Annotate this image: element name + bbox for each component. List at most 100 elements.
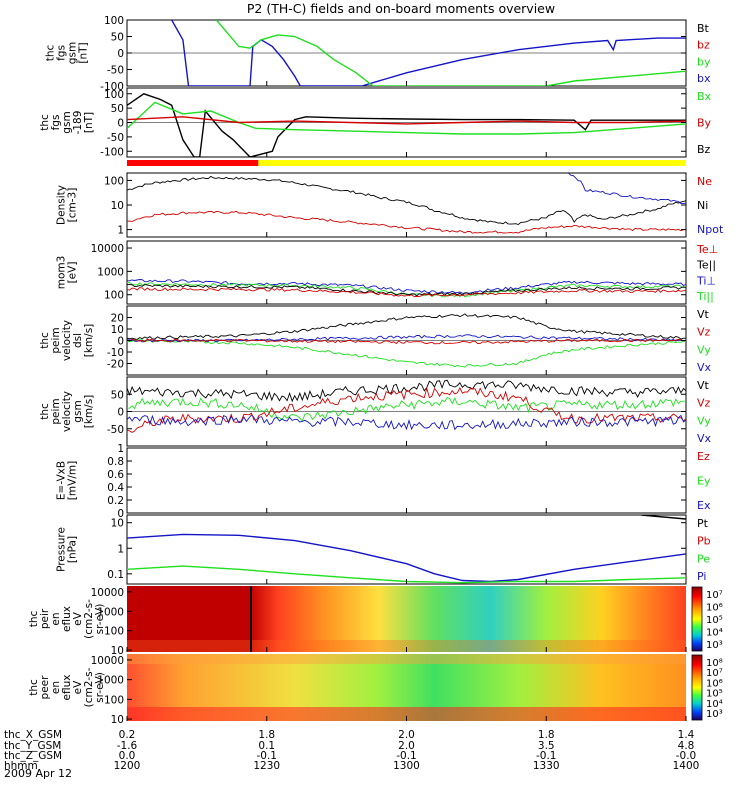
legend-label-ti: Ti⊥	[696, 274, 716, 287]
y-tick-label: 10	[111, 714, 124, 726]
series-line-pi	[127, 533, 686, 583]
series-line-by	[215, 20, 686, 86]
y-tick-label: -50	[107, 132, 124, 144]
y-tick-label: 50	[111, 32, 124, 44]
legend-label-ti: Ti||	[696, 290, 714, 303]
y-tick-label: -50	[107, 65, 124, 77]
y-tick-label: 10	[111, 518, 124, 530]
plot-area	[127, 313, 686, 368]
plot-area	[127, 93, 686, 157]
series-line-bz	[127, 93, 686, 157]
y-tick-label: 1	[117, 225, 124, 237]
ephemeris-row-label: thc_Z_GSM	[4, 750, 62, 762]
legend-label-ez: Ez	[697, 450, 710, 463]
y-tick-label: 0.1	[107, 569, 124, 581]
ephemeris-value: -0.1	[257, 750, 278, 762]
y-tick-label: 0	[117, 118, 124, 130]
colorbar-tick-label: 10⁴	[706, 628, 723, 639]
plot-area	[127, 279, 686, 298]
y-tick-label: 10	[111, 324, 124, 336]
y-axis-label: mom3[eV]	[56, 256, 79, 290]
ephemeris-value: 1230	[253, 760, 280, 772]
panel-pressure: 10 1 0.1 Pt Pb Pe Pi Pressure[nPa]	[56, 514, 711, 585]
legend-label-vx: Vx	[697, 432, 712, 445]
legend-label-vx: Vx	[697, 361, 712, 374]
y-axis-label: E=-VxB[mV/m]	[56, 461, 79, 500]
legend-label-vz: Vz	[697, 397, 711, 410]
ephemeris-value: 2.0	[398, 729, 415, 741]
panel-fgs: 100 50 0 -50 -100 Bt bz by bx thcfgsgsm[nT]	[45, 15, 711, 93]
y-tick-label: 0	[117, 407, 124, 419]
colorbar-tick-label: 10⁷	[706, 668, 723, 679]
ephemeris-value: 1330	[533, 760, 560, 772]
ephemeris-value: 1.4	[678, 729, 695, 741]
y-tick-label: 0	[117, 508, 124, 520]
ephemeris-value: 1400	[673, 760, 700, 772]
mode-status-bar	[127, 160, 259, 166]
panel-velocity_gsm: 50 0 -50 Vt Vz Vy Vx thcpeimvelocitygsm[km/s]	[39, 376, 712, 447]
ephemeris-value: 4.8	[678, 740, 695, 752]
y-tick-label: 50	[111, 389, 124, 401]
series-line-vz	[127, 338, 686, 345]
ephemeris-row-label: hhmm	[4, 760, 38, 772]
y-tick-label: 1	[117, 543, 124, 555]
legend-label-ex: Ex	[697, 499, 711, 512]
plot-area	[127, 379, 686, 433]
series-line-te	[127, 283, 686, 297]
y-tick-label: 10000	[91, 587, 124, 599]
colorbar-tick-label: 10⁵	[706, 689, 723, 700]
series-line-by	[127, 116, 686, 125]
series-line-ni	[127, 175, 686, 226]
colorbar-tick-label: 10⁶	[706, 678, 723, 689]
panel-electric_field: 10.80.60.40.20 Ez Ey Ex E=-VxB[mV/m]	[56, 443, 711, 520]
legend-label-vt: Vt	[697, 308, 710, 321]
series-line-te	[127, 287, 686, 298]
series-line-vy	[127, 339, 686, 368]
y-tick-label: 10	[111, 200, 124, 212]
y-tick-label: 100	[104, 626, 124, 638]
colorbar-tick-label: 10⁵	[706, 615, 723, 626]
panels: 100500-50-100Btbzbybxthcfgsgsm[nT]100500…	[28, 15, 724, 726]
ephemeris-value: 1300	[393, 760, 420, 772]
ephemeris-value: -0.1	[536, 750, 557, 762]
y-tick-label: 100	[104, 290, 124, 302]
y-tick-label: 1000	[97, 266, 124, 278]
ephemeris-value: 1200	[114, 760, 141, 772]
legend-label-vy: Vy	[697, 343, 711, 356]
series-line-bx	[171, 20, 686, 86]
legend-label-vy: Vy	[697, 414, 711, 427]
ephemeris-value: -0.1	[396, 750, 417, 762]
panel-density: 100 10 1 Ne Ni Npot Density[cm-3]	[56, 172, 724, 238]
y-tick-label: 0.4	[107, 482, 124, 494]
panel-fgs_rotated: 100 50 0 -50 -100 Bx By Bz thcfgsgsm-189[nT]	[39, 87, 712, 158]
legend-label-npot: Npot	[697, 223, 724, 236]
y-tick-label: 10000	[91, 655, 124, 667]
y-axis-label: thcpeimvelocitygsm[km/s]	[39, 391, 95, 432]
legend-label-pe: Pe	[697, 552, 710, 565]
ephemeris-value: 1.8	[538, 729, 555, 741]
y-tick-label: -10	[107, 347, 124, 359]
colorbar-tick-label: 10⁶	[706, 603, 723, 614]
legend-label-ey: Ey	[697, 475, 711, 488]
y-tick-label: 0	[117, 336, 124, 348]
legend-label-pb: Pb	[697, 535, 711, 548]
legend-label-pi: Pi	[697, 570, 706, 583]
series-line-ti	[127, 281, 686, 298]
legend-label-te: Te⊥	[696, 243, 718, 256]
ephemeris-value: 0.0	[119, 750, 136, 762]
legend-label-te: Te||	[696, 259, 716, 272]
legend-label-by: by	[697, 55, 711, 68]
legend-label-bx: Bx	[697, 90, 712, 103]
y-tick-label: 100	[104, 694, 124, 706]
colorbar-tick-label: 10³	[706, 709, 723, 720]
series-line-vz	[127, 386, 686, 433]
ephemeris-value: 1.8	[258, 729, 275, 741]
y-tick-label: 50	[111, 103, 124, 115]
series-line-ne	[127, 210, 686, 234]
spectrogram-image	[127, 586, 686, 652]
y-tick-label: 0.6	[107, 469, 124, 481]
ephemeris-value: -0.0	[676, 750, 697, 762]
